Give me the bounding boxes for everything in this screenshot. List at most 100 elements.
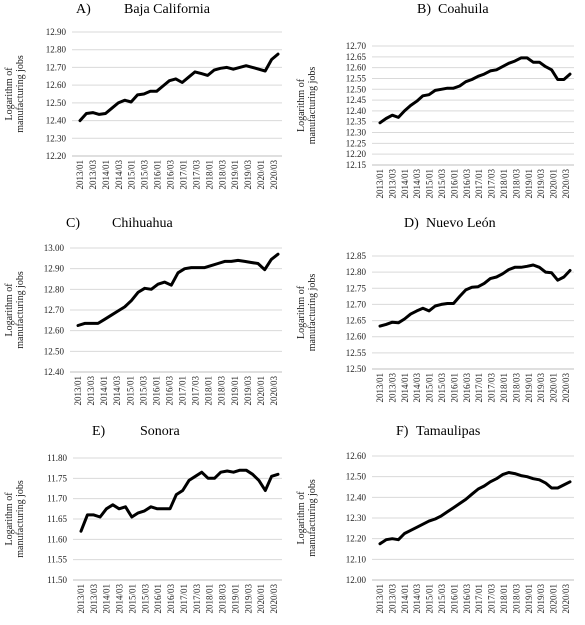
x-tick-label: 2020/01: [256, 376, 266, 406]
x-tick-label: 2013/01: [76, 584, 86, 614]
x-tick-label: 2016/03: [462, 169, 472, 199]
panel-letter: E): [92, 424, 106, 439]
y-axis-label: Logarithm of: [296, 285, 307, 339]
panel-chihuahua: C) Chihuahua 12.40 12.50 12.60 12.70 12.80 12…: [0, 208, 292, 416]
y-tick-label: 11.75: [47, 473, 67, 483]
x-tick-label: 2013/01: [375, 169, 385, 199]
chart-tamaulipas: 12.00 12.10 12.20 12.30 12.40 12.50 12.60 2013/…: [296, 451, 574, 614]
y-axis-label: manufacturing jobs: [15, 480, 26, 558]
chart-title: Tamaulipas: [416, 424, 481, 439]
x-tick-label: 2013/03: [387, 373, 397, 403]
x-tick-label: 2020/01: [549, 584, 559, 614]
y-tick-label: 12.30: [46, 133, 67, 143]
y-tick-label: 12.80: [46, 45, 67, 55]
y-axis-label: Logarithm of: [296, 78, 307, 132]
chart-title: Chihuahua: [112, 216, 173, 231]
y-tick-label: 11.50: [47, 575, 67, 585]
x-tick-label: 2018/03: [217, 376, 227, 406]
x-tick-label: 2018/01: [499, 373, 509, 403]
x-tick-label: 2020/03: [269, 376, 279, 406]
panel-letter: A): [76, 2, 91, 17]
x-tick-label: 2016/01: [153, 584, 163, 614]
x-tick-label: 2017/01: [178, 160, 188, 190]
y-tick-label: 12.40: [46, 116, 67, 126]
x-tick-label: 2015/03: [138, 376, 148, 406]
x-tick-label: 2020/01: [549, 169, 559, 199]
y-tick-label: 12.40: [346, 492, 367, 502]
x-tick-label: 2019/01: [230, 584, 240, 614]
x-tick-label: 2015/01: [127, 584, 137, 614]
x-tick-label: 2018/03: [511, 169, 521, 199]
x-tick-label: 2019/01: [230, 376, 240, 406]
x-tick-label: 2019/03: [243, 376, 253, 406]
x-tick-label: 2018/03: [511, 584, 521, 614]
x-tick-label: 2018/01: [499, 584, 509, 614]
y-tick-label: 12.50: [44, 346, 65, 356]
y-tick-label: 12.15: [346, 160, 367, 170]
x-tick-label: 2014/01: [102, 584, 112, 614]
x-tick-label: 2014/03: [114, 160, 124, 190]
y-tick-label: 12.45: [346, 95, 367, 105]
chart-title: Sonora: [140, 424, 180, 439]
panel-coahuila: B) Coahuila 12.15 12.20 12.25 12.30 12.35 12.…: [292, 0, 584, 208]
chart-nuevo-leon: 12.50 12.55 12.60 12.65 12.70 12.75 12.80 12.85…: [296, 251, 574, 403]
y-tick-label: 12.30: [346, 513, 367, 523]
y-tick-label: 12.70: [44, 305, 65, 315]
chart-title: Nuevo León: [426, 216, 496, 231]
y-tick-label: 12.60: [346, 63, 367, 73]
x-tick-label: 2019/01: [230, 160, 240, 190]
x-tick-label: 2014/03: [115, 584, 125, 614]
x-tick-label: 2017/03: [192, 584, 202, 614]
y-tick-label: 12.55: [346, 348, 367, 358]
x-tick-label: 2016/01: [449, 373, 459, 403]
x-tick-label: 2014/01: [101, 160, 111, 190]
x-tick-label: 2014/03: [412, 373, 422, 403]
x-tick-label: 2015/03: [140, 160, 150, 190]
x-tick-label: 2014/03: [412, 584, 422, 614]
y-tick-label: 12.65: [346, 52, 367, 62]
x-tick-label: 2015/01: [425, 169, 435, 199]
y-tick-label: 12.85: [346, 251, 367, 261]
series-line: [378, 56, 572, 125]
panel-sonora: E) Sonora 11.50 11.55 11.60 11.65 11.70 11.75…: [0, 416, 292, 624]
y-tick-label: 12.60: [46, 80, 67, 90]
y-tick-label: 12.10: [346, 554, 367, 564]
y-tick-label: 11.60: [47, 534, 67, 544]
x-tick-label: 2017/03: [191, 160, 201, 190]
x-tick-label: 2013/01: [75, 160, 85, 190]
x-tick-label: 2014/03: [412, 169, 422, 199]
y-tick-label: 11.55: [47, 555, 67, 565]
chart-title: Coahuila: [438, 2, 489, 17]
x-tick-label: 2015/01: [425, 373, 435, 403]
x-tick-label: 2013/03: [86, 376, 96, 406]
x-tick-label: 2019/01: [524, 584, 534, 614]
y-axis-label: manufacturing jobs: [15, 55, 26, 133]
x-tick-label: 2018/01: [205, 584, 215, 614]
x-tick-label: 2018/01: [499, 169, 509, 199]
x-tick-label: 2019/01: [524, 169, 534, 199]
y-tick-label: 12.00: [346, 575, 367, 585]
y-tick-label: 12.50: [346, 84, 367, 94]
y-tick-label: 12.60: [346, 451, 367, 461]
x-tick-label: 2018/03: [218, 584, 228, 614]
x-tick-label: 2020/03: [561, 373, 571, 403]
y-axis-label: manufacturing jobs: [307, 67, 318, 145]
x-tick-label: 2015/01: [425, 584, 435, 614]
x-tick-label: 2018/01: [204, 160, 214, 190]
y-tick-label: 12.70: [46, 62, 67, 72]
x-tick-label: 2017/01: [474, 373, 484, 403]
y-tick-label: 12.50: [346, 364, 367, 374]
chart-title: Baja California: [124, 2, 210, 17]
x-tick-label: 2016/01: [151, 376, 161, 406]
x-tick-label: 2020/01: [256, 160, 266, 190]
x-tick-label: 2016/03: [166, 160, 176, 190]
x-tick-label: 2015/03: [437, 373, 447, 403]
x-tick-label: 2017/03: [487, 584, 497, 614]
y-tick-label: 12.20: [46, 151, 67, 161]
y-axis-label: Logarithm of: [4, 283, 15, 337]
panel-nuevo-leon: D) Nuevo León 12.50 12.55 12.60 12.65 12.70 1…: [292, 208, 584, 416]
x-tick-label: 2020/03: [561, 169, 571, 199]
y-axis-label: Logarithm of: [296, 491, 307, 545]
y-axis-label: manufacturing jobs: [307, 479, 318, 557]
y-axis-label: Logarithm of: [4, 492, 15, 546]
